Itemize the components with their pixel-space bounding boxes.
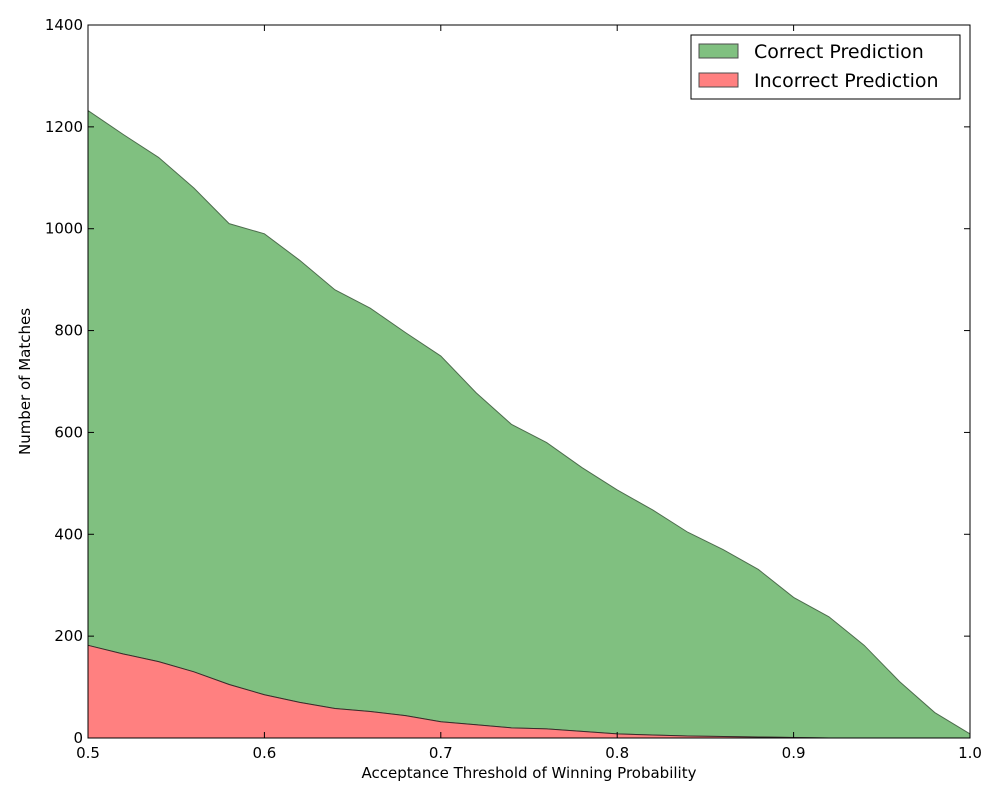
y-tick-label: 800 — [54, 322, 83, 340]
x-tick-label: 0.9 — [782, 744, 806, 762]
y-tick-label: 1000 — [45, 220, 83, 238]
plot-frame — [87, 24, 971, 739]
y-tick-label: 0 — [73, 729, 83, 747]
legend: Correct Prediction Incorrect Prediction — [690, 34, 961, 100]
y-tick-label: 1400 — [45, 16, 83, 34]
x-tick-label: 0.7 — [429, 744, 453, 762]
x-tick-label: 0.8 — [605, 744, 629, 762]
x-tick-label: 0.6 — [252, 744, 276, 762]
x-tick-label: 1.0 — [958, 744, 982, 762]
y-tick-label: 1200 — [45, 118, 83, 136]
x-tick-label: 0.5 — [76, 744, 100, 762]
legend-swatch-correct — [698, 43, 739, 59]
legend-label-incorrect: Incorrect Prediction — [754, 70, 939, 92]
y-tick-label: 400 — [54, 525, 83, 543]
x-axis-label: Acceptance Threshold of Winning Probabil… — [362, 764, 697, 782]
y-tick-label: 600 — [54, 423, 83, 441]
y-axis-label: Number of Matches — [16, 308, 34, 455]
legend-label-correct: Correct Prediction — [754, 41, 924, 63]
legend-swatch-incorrect — [698, 72, 739, 88]
y-tick-label: 200 — [54, 627, 83, 645]
